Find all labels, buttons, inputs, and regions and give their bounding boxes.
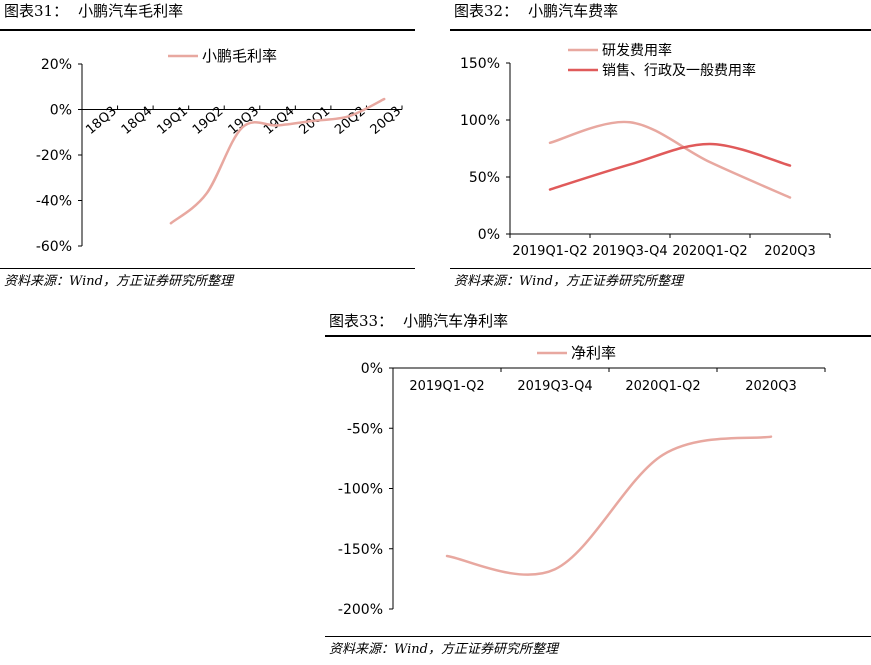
series-line <box>548 120 792 199</box>
series-line <box>169 97 386 225</box>
y-tick-label: 0% <box>478 227 500 243</box>
chart-panel-net-margin: 图表33： 小鹏汽车净利率 0% -50% -100% -150% -200% 2019Q1… <box>325 310 871 665</box>
x-tick-label: 19Q2 <box>190 104 226 138</box>
y-tick-label: 0% <box>50 103 72 119</box>
figure-title-text: 小鹏汽车毛利率 <box>78 2 184 20</box>
figure-title: 图表31： 小鹏汽车毛利率 <box>4 0 183 21</box>
y-tick-label: -50% <box>347 421 383 437</box>
x-tick-label: 2019Q1-Q2 <box>512 244 587 259</box>
x-tick-label: 19Q1 <box>154 104 190 138</box>
gross-margin-chart: 20% 0% -20% -40% -60% 18Q3 18Q4 19Q1 19Q2 19Q3 19Q… <box>36 47 404 255</box>
x-tick-label: 2019Q3-Q4 <box>592 244 667 259</box>
expense-ratio-chart: 150% 100% 50% 0% 2019Q1-Q2 2019Q3-Q4 2020Q1-Q2… <box>460 42 831 259</box>
series-line <box>445 435 773 576</box>
legend-label: 小鹏毛利率 <box>202 47 277 65</box>
x-tick-label: 2020Q3 <box>745 379 797 394</box>
series-line <box>548 142 792 191</box>
net-margin-chart: 0% -50% -100% -150% -200% 2019Q1-Q2 2019Q3-Q4 2… <box>338 344 826 618</box>
y-tick-label: 50% <box>469 170 500 186</box>
source-note: 资料来源：Wind，方正证券研究所整理 <box>4 274 233 289</box>
figure-title-text: 小鹏汽车净利率 <box>403 312 509 330</box>
x-tick-label: 2019Q1-Q2 <box>409 379 484 394</box>
y-tick-label: 100% <box>460 113 500 129</box>
x-tick-label: 2020Q3 <box>764 244 816 259</box>
x-tick-label: 18Q4 <box>119 104 155 138</box>
legend-label: 净利率 <box>571 344 616 362</box>
legend-label: 研发费用率 <box>602 42 672 59</box>
y-tick-label: -40% <box>36 194 72 210</box>
x-tick-label: 2020Q1-Q2 <box>625 379 700 394</box>
y-tick-label: -150% <box>338 542 383 558</box>
x-tick-label: 19Q3 <box>226 104 262 138</box>
legend-label: 销售、行政及一般费用率 <box>602 62 756 79</box>
y-tick-label: -100% <box>338 482 383 498</box>
y-tick-label: -60% <box>36 239 72 255</box>
figure-title: 图表32： 小鹏汽车费率 <box>454 0 618 21</box>
y-tick-label: 0% <box>361 361 383 377</box>
x-tick-label: 20Q3 <box>368 104 404 138</box>
y-tick-label: 150% <box>460 56 500 72</box>
figure-number: 图表33： <box>329 312 394 330</box>
x-tick-label: 2020Q1-Q2 <box>672 244 747 259</box>
figure-number: 图表32： <box>454 2 519 20</box>
x-tick-label: 2019Q3-Q4 <box>517 379 592 394</box>
y-tick-label: 20% <box>41 57 72 73</box>
figure-number: 图表31： <box>4 2 69 20</box>
source-note: 资料来源：Wind，方正证券研究所整理 <box>454 274 683 289</box>
y-tick-label: -200% <box>338 602 383 618</box>
figure-title: 图表33： 小鹏汽车净利率 <box>329 310 508 331</box>
x-tick-label: 18Q3 <box>83 104 119 138</box>
chart-panel-expense-ratio: 图表32： 小鹏汽车费率 150% 100% 50% 0% 2019Q1-Q2 2019Q3… <box>450 0 871 300</box>
x-tick-label: 19Q4 <box>261 104 297 138</box>
chart-panel-gross-margin: 图表31： 小鹏汽车毛利率 20% 0% -20% -40% -60% 18Q3 18Q4 19… <box>0 0 415 300</box>
y-tick-label: -20% <box>36 148 72 164</box>
figure-title-text: 小鹏汽车费率 <box>528 2 619 20</box>
source-note: 资料来源：Wind，方正证券研究所整理 <box>329 642 558 657</box>
